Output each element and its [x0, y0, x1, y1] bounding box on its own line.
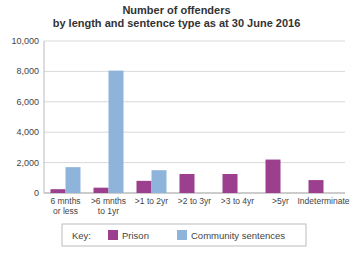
x-tick-label-line: >3 to 4yr — [221, 196, 254, 206]
bar — [109, 71, 124, 193]
bar — [94, 188, 109, 193]
bar — [152, 170, 167, 193]
x-tick-label: >6 mnthsto 1yr — [91, 196, 126, 216]
x-tick-label-line: 6 mnths — [50, 196, 80, 206]
legend-swatch — [177, 230, 187, 240]
legend-title: Key: — [72, 230, 91, 241]
grid-line — [44, 41, 345, 42]
y-tick-label: 10,000 — [11, 36, 39, 46]
x-tick-label: Indeterminate — [298, 196, 350, 206]
grid-line — [44, 132, 345, 133]
x-tick-label-line: or less — [53, 206, 78, 216]
legend-label: Community sentences — [191, 230, 285, 241]
legend-label: Prison — [122, 230, 149, 241]
y-tick-label: 8,000 — [16, 66, 39, 76]
x-tick-label-line: >6 mnths — [91, 196, 126, 206]
x-tick-label: >2 to 3yr — [178, 196, 211, 206]
grid-line — [44, 71, 345, 72]
x-tick-label-line: >1 to 2yr — [135, 196, 168, 206]
legend-frame — [62, 224, 306, 246]
bar — [309, 180, 324, 193]
x-tick-label-line: >5yr — [272, 196, 289, 206]
title: Number of offenders — [122, 4, 230, 16]
x-tick-label-line: to 1yr — [98, 206, 119, 216]
y-tick-label: 6,000 — [16, 97, 39, 107]
x-tick-label: >1 to 2yr — [135, 196, 168, 206]
bars — [51, 71, 324, 193]
y-tick-label: 2,000 — [16, 158, 39, 168]
bar — [66, 167, 81, 193]
legend-swatch — [108, 230, 118, 240]
chart: Number of offendersby length and sentenc… — [0, 0, 353, 259]
legend: Key: Prison Community sentences — [62, 224, 306, 246]
x-tick-label: >5yr — [272, 196, 289, 206]
y-axis — [44, 41, 45, 193]
x-tick-label: >3 to 4yr — [221, 196, 254, 206]
bar — [223, 174, 238, 193]
x-tick-label: 6 mnthsor less — [50, 196, 80, 216]
grid-line — [44, 101, 345, 102]
grid-line — [44, 162, 345, 163]
y-tick-label: 4,000 — [16, 127, 39, 137]
bar — [266, 160, 281, 193]
x-tick-label-line: >2 to 3yr — [178, 196, 211, 206]
bar — [137, 181, 152, 193]
y-tick-label: 0 — [34, 188, 39, 198]
subtitle: by length and sentence type as at 30 Jun… — [53, 17, 301, 29]
bar — [51, 189, 66, 193]
bar — [180, 174, 195, 193]
x-tick-label-line: Indeterminate — [298, 196, 350, 206]
